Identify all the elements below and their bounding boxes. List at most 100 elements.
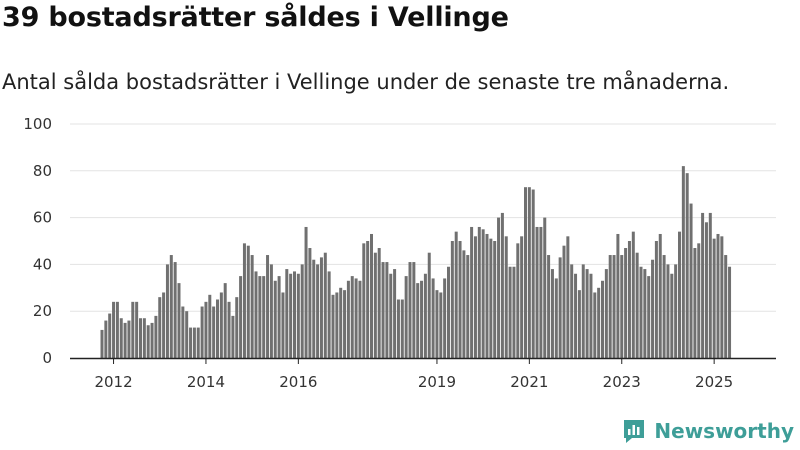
bar xyxy=(608,255,612,358)
bar xyxy=(366,241,370,358)
bar xyxy=(635,252,639,358)
bar xyxy=(189,327,193,358)
bar xyxy=(273,280,277,358)
bar xyxy=(631,231,635,358)
bar xyxy=(724,255,728,358)
newsworthy-logo-text: Newsworthy xyxy=(654,419,794,443)
bar xyxy=(312,259,316,358)
bar xyxy=(177,283,181,358)
bar xyxy=(408,262,412,358)
bar xyxy=(550,269,554,358)
bar xyxy=(377,248,381,358)
bar xyxy=(481,229,485,358)
bar xyxy=(647,276,651,358)
bar xyxy=(331,294,335,358)
bar xyxy=(443,278,447,358)
chart-title: 39 bostadsrätter såldes i Vellinge xyxy=(2,2,509,33)
bar xyxy=(593,292,597,358)
bar xyxy=(319,257,323,358)
bar xyxy=(196,327,200,358)
bar xyxy=(339,287,343,358)
bar xyxy=(412,262,416,358)
bar xyxy=(335,292,339,358)
bar xyxy=(554,278,558,358)
y-tick-label: 40 xyxy=(33,255,52,273)
bar xyxy=(404,276,408,358)
bar xyxy=(139,318,142,358)
bar xyxy=(666,264,670,358)
bar xyxy=(316,264,320,358)
bar xyxy=(100,329,104,358)
bar xyxy=(500,212,504,358)
bar xyxy=(165,264,169,358)
bar xyxy=(589,273,593,358)
x-tick-label: 2019 xyxy=(418,373,456,391)
bar xyxy=(250,255,254,358)
bar xyxy=(654,241,658,358)
x-tick-label: 2021 xyxy=(510,373,548,391)
bar xyxy=(162,292,166,358)
bar xyxy=(658,233,662,358)
bar xyxy=(362,243,366,358)
x-tick-label: 2012 xyxy=(94,373,132,391)
bar xyxy=(354,278,358,358)
bar xyxy=(420,280,424,358)
bar xyxy=(439,292,443,358)
bar xyxy=(670,273,674,358)
bar xyxy=(389,273,393,358)
bar xyxy=(701,212,705,358)
bar xyxy=(358,280,362,358)
x-tick-label: 2014 xyxy=(187,373,225,391)
bar xyxy=(227,301,231,358)
bar xyxy=(716,233,720,358)
bar xyxy=(539,226,543,358)
bar xyxy=(435,290,439,358)
bar xyxy=(566,236,570,358)
bar xyxy=(462,250,466,358)
bar xyxy=(450,241,454,358)
bar xyxy=(685,173,689,358)
bar xyxy=(400,299,404,358)
bar xyxy=(300,264,304,358)
bar xyxy=(543,217,547,358)
bar xyxy=(643,269,647,358)
y-tick-label: 100 xyxy=(23,115,52,133)
bar xyxy=(708,212,712,358)
bar xyxy=(604,269,608,358)
bar xyxy=(308,248,312,358)
x-tick-label: 2016 xyxy=(279,373,317,391)
bar xyxy=(520,236,524,358)
bar xyxy=(612,255,616,358)
bar xyxy=(104,320,108,358)
bar xyxy=(577,290,581,358)
bar xyxy=(223,283,227,358)
bar xyxy=(720,236,724,358)
bar xyxy=(697,243,701,358)
bar xyxy=(158,297,162,358)
bar xyxy=(173,262,177,358)
chart-subtitle: Antal sålda bostadsrätter i Vellinge und… xyxy=(2,70,730,94)
bar xyxy=(581,264,585,358)
bar xyxy=(346,280,350,358)
bar xyxy=(239,276,243,358)
bar xyxy=(385,262,389,358)
bar xyxy=(246,245,250,358)
bar xyxy=(393,269,397,358)
bar xyxy=(489,238,493,358)
bar xyxy=(427,252,431,358)
bar xyxy=(343,290,347,358)
bar xyxy=(323,252,327,358)
bar xyxy=(639,266,643,358)
bar xyxy=(150,322,154,358)
newsworthy-logo: Newsworthy xyxy=(622,418,794,444)
bar xyxy=(678,231,681,358)
bar xyxy=(624,248,628,358)
bar xyxy=(242,243,246,358)
bar xyxy=(131,301,135,358)
y-tick-label: 0 xyxy=(42,349,52,367)
bar xyxy=(277,276,281,358)
bar xyxy=(597,287,601,358)
bar xyxy=(712,238,716,358)
bar xyxy=(651,259,655,358)
bar xyxy=(185,311,189,358)
